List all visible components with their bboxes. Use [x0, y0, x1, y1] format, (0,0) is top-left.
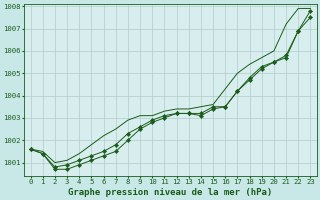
X-axis label: Graphe pression niveau de la mer (hPa): Graphe pression niveau de la mer (hPa): [68, 188, 273, 197]
